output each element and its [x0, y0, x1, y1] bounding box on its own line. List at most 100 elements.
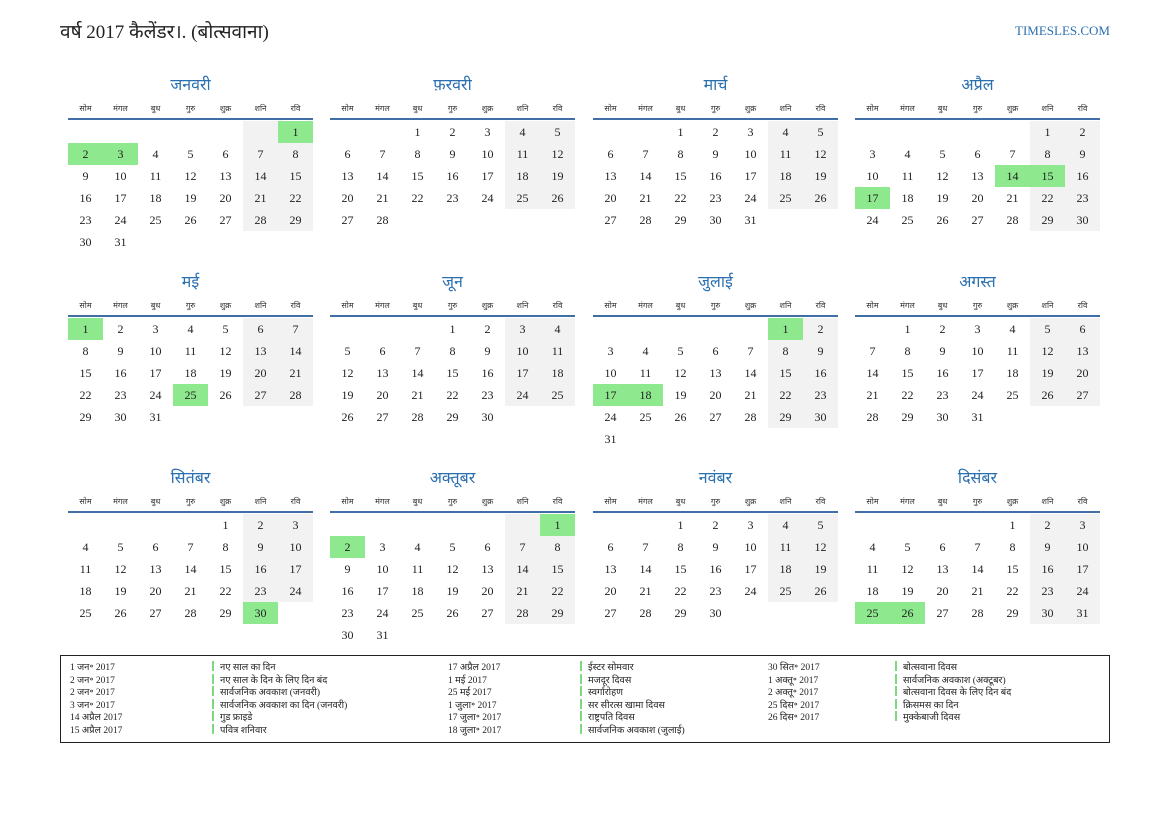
day-number: 18 [639, 387, 652, 402]
weekend-shade [803, 165, 838, 187]
day-number: 23 [481, 387, 494, 402]
weekend-shade [768, 143, 803, 165]
day-number: 17 [114, 191, 127, 205]
weekend-shade [243, 580, 278, 602]
weekend-shade [540, 339, 575, 362]
day-number: 21 [744, 387, 757, 402]
day-number: 22 [219, 584, 232, 598]
day-number: 15 [779, 365, 792, 380]
day-number: 18 [516, 169, 529, 183]
holiday-highlight [855, 187, 890, 209]
day-number: 1 [292, 125, 299, 139]
day-number: 25 [1006, 387, 1019, 402]
day-number: 11 [866, 562, 879, 576]
weekend-shade [278, 209, 313, 231]
weekday-label: बुध [150, 300, 161, 310]
day-number: 18 [184, 365, 197, 380]
day-number: 25 [79, 606, 92, 620]
day-number: 11 [184, 343, 197, 358]
day-number: 14 [639, 169, 652, 183]
weekday-label: मंगल [638, 104, 653, 113]
day-number: 21 [971, 584, 984, 598]
weekday-label: शनि [254, 104, 267, 113]
day-number: 9 [82, 169, 89, 183]
site-link[interactable]: TIMESLES.COM [1015, 23, 1110, 38]
holiday-date: 2 जन॰ 2017 [70, 688, 115, 699]
day-number: 27 [971, 213, 984, 227]
holiday-highlight [628, 383, 663, 406]
day-number: 21 [376, 191, 389, 205]
day-number: 7 [187, 540, 194, 554]
day-number: 3 [869, 147, 876, 161]
day-number: 12 [814, 540, 827, 554]
day-number: 23 [814, 387, 827, 402]
day-number: 30 [814, 409, 827, 424]
weekend-shade [1065, 143, 1100, 165]
header-rule [68, 511, 313, 513]
day-number: 23 [936, 387, 949, 402]
day-number: 11 [1006, 343, 1019, 358]
day-number: 18 [779, 169, 792, 183]
weekend-shade [243, 165, 278, 187]
day-number: 25 [639, 409, 652, 424]
weekend-shade [278, 143, 313, 165]
weekend-shade [505, 187, 540, 209]
weekday-label: बुध [150, 104, 161, 113]
holiday-marker [580, 698, 582, 709]
day-number: 26 [901, 606, 914, 620]
day-number: 6 [712, 343, 719, 358]
day-number: 27 [376, 409, 389, 424]
holiday-highlight [243, 602, 278, 624]
day-number: 5 [677, 343, 684, 358]
holiday-marker [895, 686, 897, 697]
weekend-shade [1030, 121, 1065, 143]
weekend-shade [243, 339, 278, 362]
day-number: 24 [114, 213, 127, 227]
weekend-shade [1065, 121, 1100, 143]
day-number: 4 [782, 125, 789, 139]
header-rule [68, 118, 313, 120]
weekday-label: शनि [779, 497, 792, 506]
day-number: 26 [184, 213, 197, 227]
weekday-label: शुक्र [219, 497, 232, 506]
weekday-label: शुक्र [1006, 497, 1019, 506]
month-name: अक्तूबर [429, 470, 476, 487]
day-number: 23 [79, 213, 92, 227]
page-title: वर्ष 2017 कैलेंडर।. (बोत्सवाना) [60, 22, 269, 43]
day-number: 2 [1079, 125, 1086, 139]
weekend-shade [768, 165, 803, 187]
day-number: 26 [446, 606, 459, 620]
day-number: 9 [117, 343, 124, 358]
day-number: 27 [219, 213, 232, 227]
day-number: 3 [607, 343, 614, 358]
weekday-label: मंगल [900, 497, 915, 506]
day-number: 21 [1006, 191, 1019, 205]
day-number: 25 [866, 606, 879, 620]
holiday-marker [580, 661, 582, 671]
day-number: 8 [292, 147, 299, 161]
day-number: 1 [414, 125, 421, 139]
day-number: 5 [1044, 321, 1051, 336]
holiday-date: 1 मई 2017 [448, 675, 487, 686]
day-number: 30 [936, 409, 949, 424]
day-number: 19 [674, 387, 687, 402]
holiday-name: मुक्केबाजी दिवस [903, 713, 961, 724]
holiday-name: राष्ट्रपति दिवस [588, 713, 635, 724]
weekend-shade [278, 514, 313, 536]
weekend-shade [803, 361, 838, 384]
day-number: 28 [516, 606, 529, 620]
day-number: 30 [114, 409, 127, 424]
weekday-label: मंगल [375, 497, 390, 506]
day-number: 22 [79, 387, 92, 402]
weekend-shade [1065, 187, 1100, 209]
day-number: 22 [901, 387, 914, 402]
weekend-shade [803, 143, 838, 165]
weekend-shade [803, 405, 838, 428]
day-number: 17 [1076, 562, 1089, 576]
weekday-label: सोम [79, 104, 92, 113]
day-number: 14 [1006, 169, 1019, 183]
holiday-marker [580, 711, 582, 722]
weekend-shade [1030, 143, 1065, 165]
weekday-label: गुरु [185, 497, 196, 506]
weekday-label: शुक्र [1006, 104, 1019, 113]
